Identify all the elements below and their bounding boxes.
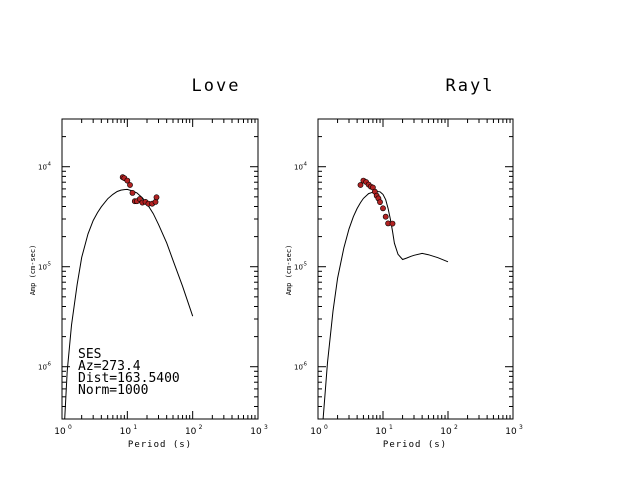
rayl-ytick-label: 10 xyxy=(294,364,303,372)
love-data-point xyxy=(124,177,131,184)
love-annotation: Norm=1000 xyxy=(78,383,148,398)
love-model-line xyxy=(64,188,194,420)
rayl-xtick-label: 10 xyxy=(310,427,322,437)
rayl-title: Rayl xyxy=(446,76,495,96)
love-data-point xyxy=(127,182,133,188)
love-xtick-exp: 0 xyxy=(68,424,72,431)
rayl-ytick-exp: -5 xyxy=(302,262,307,268)
love-panel: Love 10 0 10 1 10 2 10 310 -410 -510 -6 Period (s)… xyxy=(29,76,268,450)
love-xtick-label: 10 xyxy=(54,427,66,437)
rayl-data-point xyxy=(389,220,396,227)
rayl-ylabel: Amp (cm-sec) xyxy=(285,245,293,296)
love-xtick-label: 10 xyxy=(185,427,197,437)
rayl-ytick-label: 10 xyxy=(294,264,303,272)
rayl-xtick-exp: 3 xyxy=(519,424,523,431)
love-plot-frame xyxy=(61,118,259,420)
rayl-data-point xyxy=(357,182,364,188)
rayl-data-point xyxy=(377,199,383,205)
love-ytick-exp: -4 xyxy=(46,162,51,168)
love-xtick-label: 10 xyxy=(120,427,132,437)
love-ytick-exp: -6 xyxy=(46,362,51,368)
love-annotation: SES xyxy=(78,347,101,362)
rayl-points xyxy=(357,177,396,227)
love-data-point xyxy=(153,194,160,201)
love-xtick-exp: 3 xyxy=(264,424,268,431)
love-ytick-label: 10 xyxy=(38,364,47,372)
love-annotation: Az=273.4 xyxy=(78,359,141,374)
rayl-data-point xyxy=(382,213,389,220)
rayl-xtick-label: 10 xyxy=(375,427,387,437)
rayl-xlabel: Period (s) xyxy=(383,440,447,450)
rayl-ytick-exp: -6 xyxy=(302,362,307,368)
love-ylabel: Amp (cm-sec) xyxy=(29,245,37,296)
love-data-point xyxy=(129,189,136,196)
love-points xyxy=(119,174,160,207)
love-xtick-exp: 1 xyxy=(133,424,137,431)
rayl-xtick-exp: 1 xyxy=(389,424,393,431)
love-annotation: Dist=163.5400 xyxy=(78,371,180,386)
love-xtick-label: 10 xyxy=(250,427,262,437)
love-ytick-exp: -5 xyxy=(46,262,51,268)
rayl-ytick-label: 10 xyxy=(294,164,303,172)
love-xlabel: Period (s) xyxy=(128,440,192,450)
rayl-xtick-exp: 2 xyxy=(454,424,458,431)
rayl-data-point xyxy=(380,205,386,212)
rayl-panel: Rayl 10 0 10 1 10 2 10 310 -410 -510 -6 Period (s)… xyxy=(285,76,523,450)
rayl-ticks: 10 0 10 1 10 2 10 310 -410 -510 -6 xyxy=(294,118,523,437)
love-xtick-exp: 2 xyxy=(199,424,203,431)
love-title: Love xyxy=(192,76,241,96)
rayl-xtick-label: 10 xyxy=(505,427,517,437)
rayl-xtick-exp: 0 xyxy=(324,424,328,431)
love-ytick-label: 10 xyxy=(38,264,47,272)
rayl-xtick-label: 10 xyxy=(440,427,452,437)
rayl-plot-frame xyxy=(317,118,514,420)
love-ticks: 10 0 10 1 10 2 10 310 -410 -510 -6 xyxy=(38,118,268,437)
rayl-curve xyxy=(322,190,449,420)
rayl-model-line xyxy=(322,190,449,420)
rayl-ytick-exp: -4 xyxy=(302,162,307,168)
love-ytick-label: 10 xyxy=(38,164,47,172)
love-curve xyxy=(64,188,194,420)
